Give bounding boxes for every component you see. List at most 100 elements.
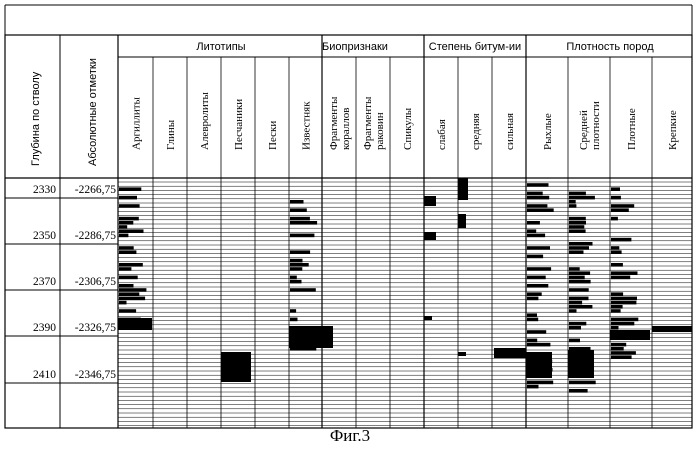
log-bar <box>290 280 302 284</box>
subcolumn-header: сильная <box>504 113 516 150</box>
log-bar <box>119 276 138 280</box>
subcolumn-header: Плотные <box>626 108 638 150</box>
subcolumn-header: Глины <box>165 119 177 150</box>
log-bar <box>569 221 586 225</box>
group-header-lithotypes: Литотипы <box>196 41 245 53</box>
depth-value: 2330 <box>33 184 56 196</box>
log-bar <box>290 263 309 267</box>
log-bar <box>569 381 596 385</box>
log-bar <box>611 204 634 208</box>
log-bar <box>569 389 588 393</box>
log-bar <box>569 276 585 280</box>
subcolumn-header: Фрагменты <box>362 96 374 150</box>
log-bar <box>611 309 621 313</box>
subcolumn-header: Аргиллиты <box>131 96 143 150</box>
log-block <box>526 352 552 378</box>
figure-caption: Фиг.3 <box>0 426 700 446</box>
depth-value: 2350 <box>33 230 56 242</box>
log-bar <box>119 187 141 191</box>
log-bar <box>527 234 545 238</box>
log-bar <box>611 196 621 200</box>
log-bar <box>527 246 550 250</box>
subcolumn-header: Крепкие <box>667 110 679 150</box>
log-bar <box>290 200 304 204</box>
abs-column-header: Абсолютные отметки <box>87 58 99 166</box>
log-bar <box>569 280 591 284</box>
log-bar <box>569 250 584 254</box>
log-bar <box>527 221 540 225</box>
log-bar <box>119 263 143 267</box>
log-bar <box>119 309 136 313</box>
log-bar <box>119 292 139 296</box>
group-header-density: Плотность пород <box>566 41 654 53</box>
subcolumn-header: плотности <box>590 101 602 150</box>
log-bar <box>569 225 584 229</box>
log-bar <box>569 297 589 301</box>
log-bar <box>611 301 636 305</box>
log-bar <box>527 381 553 385</box>
depth-labels: 2330-2266,752350-2286,752370-2306,752390… <box>33 184 116 381</box>
log-bar <box>119 301 127 305</box>
log-bar <box>290 288 316 292</box>
log-bar <box>527 183 549 187</box>
log-bar <box>119 267 131 271</box>
log-bar <box>527 385 539 389</box>
log-bar <box>119 297 145 301</box>
log-bar <box>119 288 146 292</box>
abs-mark-value: -2286,75 <box>75 230 116 242</box>
log-bar <box>611 297 637 301</box>
log-bar <box>569 305 592 309</box>
subcolumn-headers: АргиллитыГлиныАлевролитыПесчаникиПескиИз… <box>131 91 680 150</box>
log-bar <box>527 330 546 334</box>
group-header-bitumen: Степень битум-ии <box>429 41 521 53</box>
log-bar <box>119 204 140 208</box>
subcolumn-header: кораллов <box>340 108 352 150</box>
log-bar <box>527 255 543 259</box>
log-bars <box>118 178 692 393</box>
subcolumn-header: средняя <box>470 113 482 150</box>
log-bar <box>569 339 580 343</box>
log-bar <box>527 204 547 208</box>
log-bar <box>290 276 297 280</box>
log-bar <box>119 284 134 288</box>
log-bar <box>611 351 636 355</box>
log-block <box>652 326 692 332</box>
log-bar <box>569 200 576 204</box>
log-bar <box>527 208 554 212</box>
log-bar <box>527 318 538 322</box>
subcolumn-header: Рыхлые <box>542 113 554 150</box>
log-bar <box>119 196 137 200</box>
log-bar <box>458 214 466 228</box>
depth-column-header: Глубина по стволу <box>30 71 42 166</box>
depth-value: 2370 <box>33 276 56 288</box>
log-bar <box>611 318 638 322</box>
log-block <box>289 326 333 348</box>
abs-mark-value: -2326,75 <box>75 322 116 334</box>
log-block <box>568 350 594 378</box>
log-bar <box>458 178 468 200</box>
log-block <box>610 330 650 340</box>
log-bar <box>119 217 139 221</box>
abs-mark-value: -2346,75 <box>75 369 116 381</box>
log-bar <box>119 229 144 233</box>
log-bar <box>424 316 432 320</box>
log-bar <box>527 229 536 233</box>
log-block <box>221 352 251 382</box>
group-header-bio: Биопризнаки <box>322 41 388 53</box>
log-bar <box>527 267 551 271</box>
subcolumn-header: Песчаники <box>233 99 245 150</box>
log-bar <box>611 343 626 347</box>
log-bar <box>119 221 133 225</box>
log-bar <box>290 309 296 313</box>
log-bar <box>569 229 586 233</box>
log-bar <box>611 276 630 280</box>
subcolumn-header: Алевролиты <box>199 91 211 150</box>
log-bar <box>290 221 317 225</box>
log-bar <box>569 322 586 326</box>
log-bar <box>290 267 302 271</box>
log-bar <box>569 242 593 246</box>
log-bar <box>424 196 436 206</box>
log-bar <box>290 234 314 238</box>
log-bar <box>119 250 136 254</box>
log-bar <box>569 288 589 292</box>
